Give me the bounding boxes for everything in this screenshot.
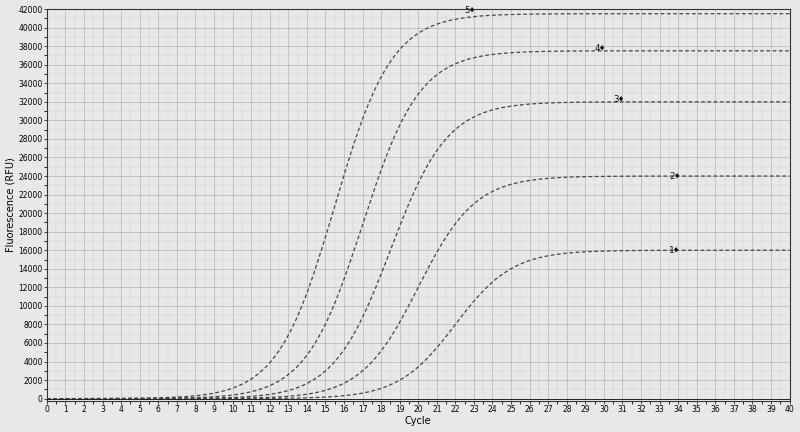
Text: 5♦: 5♦ <box>465 6 475 16</box>
Text: 2♦: 2♦ <box>669 172 680 181</box>
Text: 4♦: 4♦ <box>594 44 606 53</box>
X-axis label: Cycle: Cycle <box>405 416 431 426</box>
Text: 1♦: 1♦ <box>669 246 680 255</box>
Text: 3♦: 3♦ <box>613 95 624 105</box>
Y-axis label: Fluorescence (RFU): Fluorescence (RFU) <box>6 157 15 252</box>
